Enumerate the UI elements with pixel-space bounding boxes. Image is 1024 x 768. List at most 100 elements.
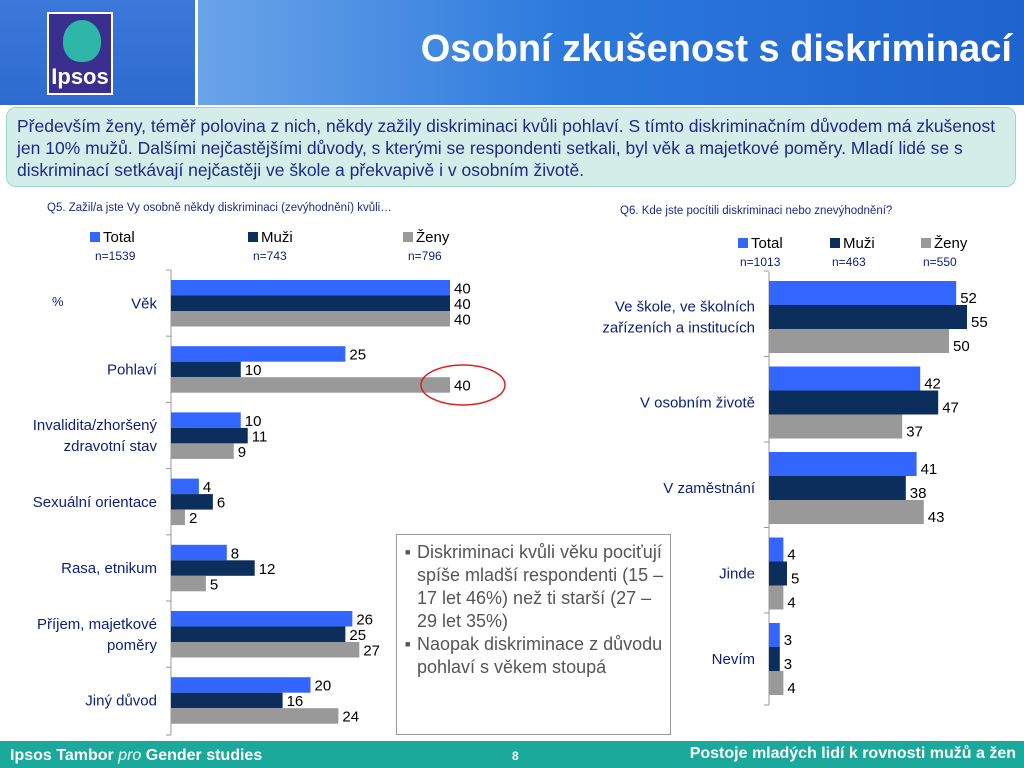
- category-label: Rasa, etnikum: [61, 560, 157, 577]
- data-label: 38: [910, 485, 927, 502]
- data-label: 41: [921, 461, 938, 478]
- bullet-icon: ■: [405, 547, 411, 557]
- legend-label: Total: [103, 229, 135, 246]
- title-panel: [198, 0, 1024, 105]
- slide-title: Osobní zkušenost s diskriminací: [420, 28, 1012, 70]
- bar: [171, 642, 360, 658]
- data-label: 12: [259, 561, 276, 578]
- category-label: Jiný důvod: [85, 692, 157, 709]
- category-label: V osobním životě: [640, 395, 755, 412]
- data-label: 50: [953, 338, 970, 355]
- legend-swatch: [921, 238, 931, 248]
- data-label: 26: [356, 612, 373, 629]
- data-label: 16: [287, 693, 304, 710]
- data-label: 11: [252, 428, 268, 445]
- footer-brand-prefix: Ipsos Tambor: [10, 747, 119, 764]
- data-label: 10: [245, 362, 262, 379]
- bar: [171, 377, 450, 393]
- bar: [769, 476, 906, 500]
- data-label: 3: [784, 656, 792, 673]
- face-silhouette-icon: [63, 20, 101, 62]
- data-label: 20: [315, 678, 332, 695]
- legend-swatch: [738, 238, 748, 248]
- logo-text: Ipsos: [51, 64, 109, 89]
- bar: [171, 677, 311, 693]
- bar: [769, 585, 784, 610]
- data-label: 40: [454, 312, 471, 329]
- bar: [769, 366, 921, 391]
- q5-question: Q5. Zažil/a jste Vy osobně někdy diskrim…: [47, 202, 392, 214]
- legend-label: Ženy: [416, 229, 450, 246]
- bar: [171, 611, 353, 627]
- footer-brand-italic: pro: [118, 747, 142, 764]
- legend-label: Total: [751, 235, 783, 252]
- legend-label: Muži: [843, 235, 875, 252]
- bar: [769, 500, 924, 524]
- data-label: 40: [454, 378, 471, 395]
- bar: [769, 623, 780, 647]
- bar: [769, 414, 903, 439]
- note-item: ■ Diskriminaci kvůli věku pociťují spíše…: [405, 541, 664, 633]
- data-label: 6: [217, 495, 225, 512]
- charts-canvas: Totaln=1539Mužin=743Ženyn=796404040Věk25…: [33, 229, 988, 736]
- bar: [171, 427, 248, 444]
- bar: [171, 509, 185, 526]
- category-label: V zaměstnání: [663, 480, 756, 497]
- legend-n: n=796: [408, 249, 442, 263]
- category-label: Jinde: [719, 566, 755, 583]
- legend-n: n=743: [253, 249, 287, 263]
- note-item: ■ Naopak diskriminace z důvodu pohlaví s…: [405, 633, 664, 679]
- data-label: 42: [924, 376, 941, 393]
- bar: [769, 647, 780, 671]
- data-label: 2: [189, 510, 197, 527]
- data-label: 43: [928, 509, 945, 526]
- category-label: poměry: [107, 637, 158, 654]
- note-text: Diskriminaci kvůli věku pociťují spíše m…: [417, 542, 664, 631]
- data-label: 5: [791, 571, 799, 588]
- category-label: zařízeních a institucích: [602, 320, 755, 337]
- data-label: 55: [971, 314, 988, 331]
- data-label: 8: [231, 545, 239, 562]
- bar: [769, 561, 787, 586]
- ipsos-logo: Ipsos: [47, 12, 113, 95]
- bar: [769, 452, 917, 476]
- legend-label: Muži: [261, 229, 293, 246]
- bar: [171, 280, 450, 296]
- bar: [171, 692, 283, 709]
- unit-label: %: [52, 294, 64, 309]
- footer-brand-suffix: Gender studies: [141, 747, 263, 764]
- data-label: 37: [906, 424, 923, 441]
- bar: [171, 311, 450, 327]
- slide-header: Ipsos Osobní zkušenost s diskriminací: [0, 0, 1024, 105]
- bar: [171, 560, 255, 576]
- page-number: 8: [512, 749, 519, 763]
- data-label: 25: [349, 627, 366, 644]
- legend-swatch: [830, 238, 840, 248]
- note-text: Naopak diskriminace z důvodu pohlaví s v…: [417, 634, 663, 677]
- data-label: 47: [942, 400, 959, 417]
- data-label: 4: [787, 595, 795, 612]
- bar: [769, 329, 949, 353]
- data-label: 4: [203, 479, 211, 496]
- data-label: 27: [363, 643, 380, 660]
- bar: [171, 478, 199, 495]
- bar: [769, 537, 784, 562]
- category-label: Příjem, majetkové: [37, 616, 157, 633]
- q6-question: Q6. Kde jste pocítili diskriminaci nebo …: [620, 205, 893, 217]
- bar: [171, 708, 339, 724]
- bullet-icon: ■: [405, 639, 411, 649]
- legend-swatch: [90, 232, 100, 242]
- data-label: 24: [342, 709, 359, 726]
- bar: [171, 443, 234, 459]
- category-label: Pohlaví: [107, 361, 158, 378]
- data-label: 40: [454, 296, 471, 313]
- bar: [171, 626, 346, 642]
- bar: [769, 671, 784, 695]
- category-label: zdravotní stav: [64, 438, 158, 455]
- bar: [171, 494, 213, 510]
- category-label: Sexuální orientace: [33, 494, 157, 511]
- data-label: 4: [787, 547, 795, 564]
- data-label: 10: [245, 413, 262, 430]
- category-label: Ve škole, ve školních: [615, 299, 755, 316]
- data-label: 4: [787, 680, 795, 697]
